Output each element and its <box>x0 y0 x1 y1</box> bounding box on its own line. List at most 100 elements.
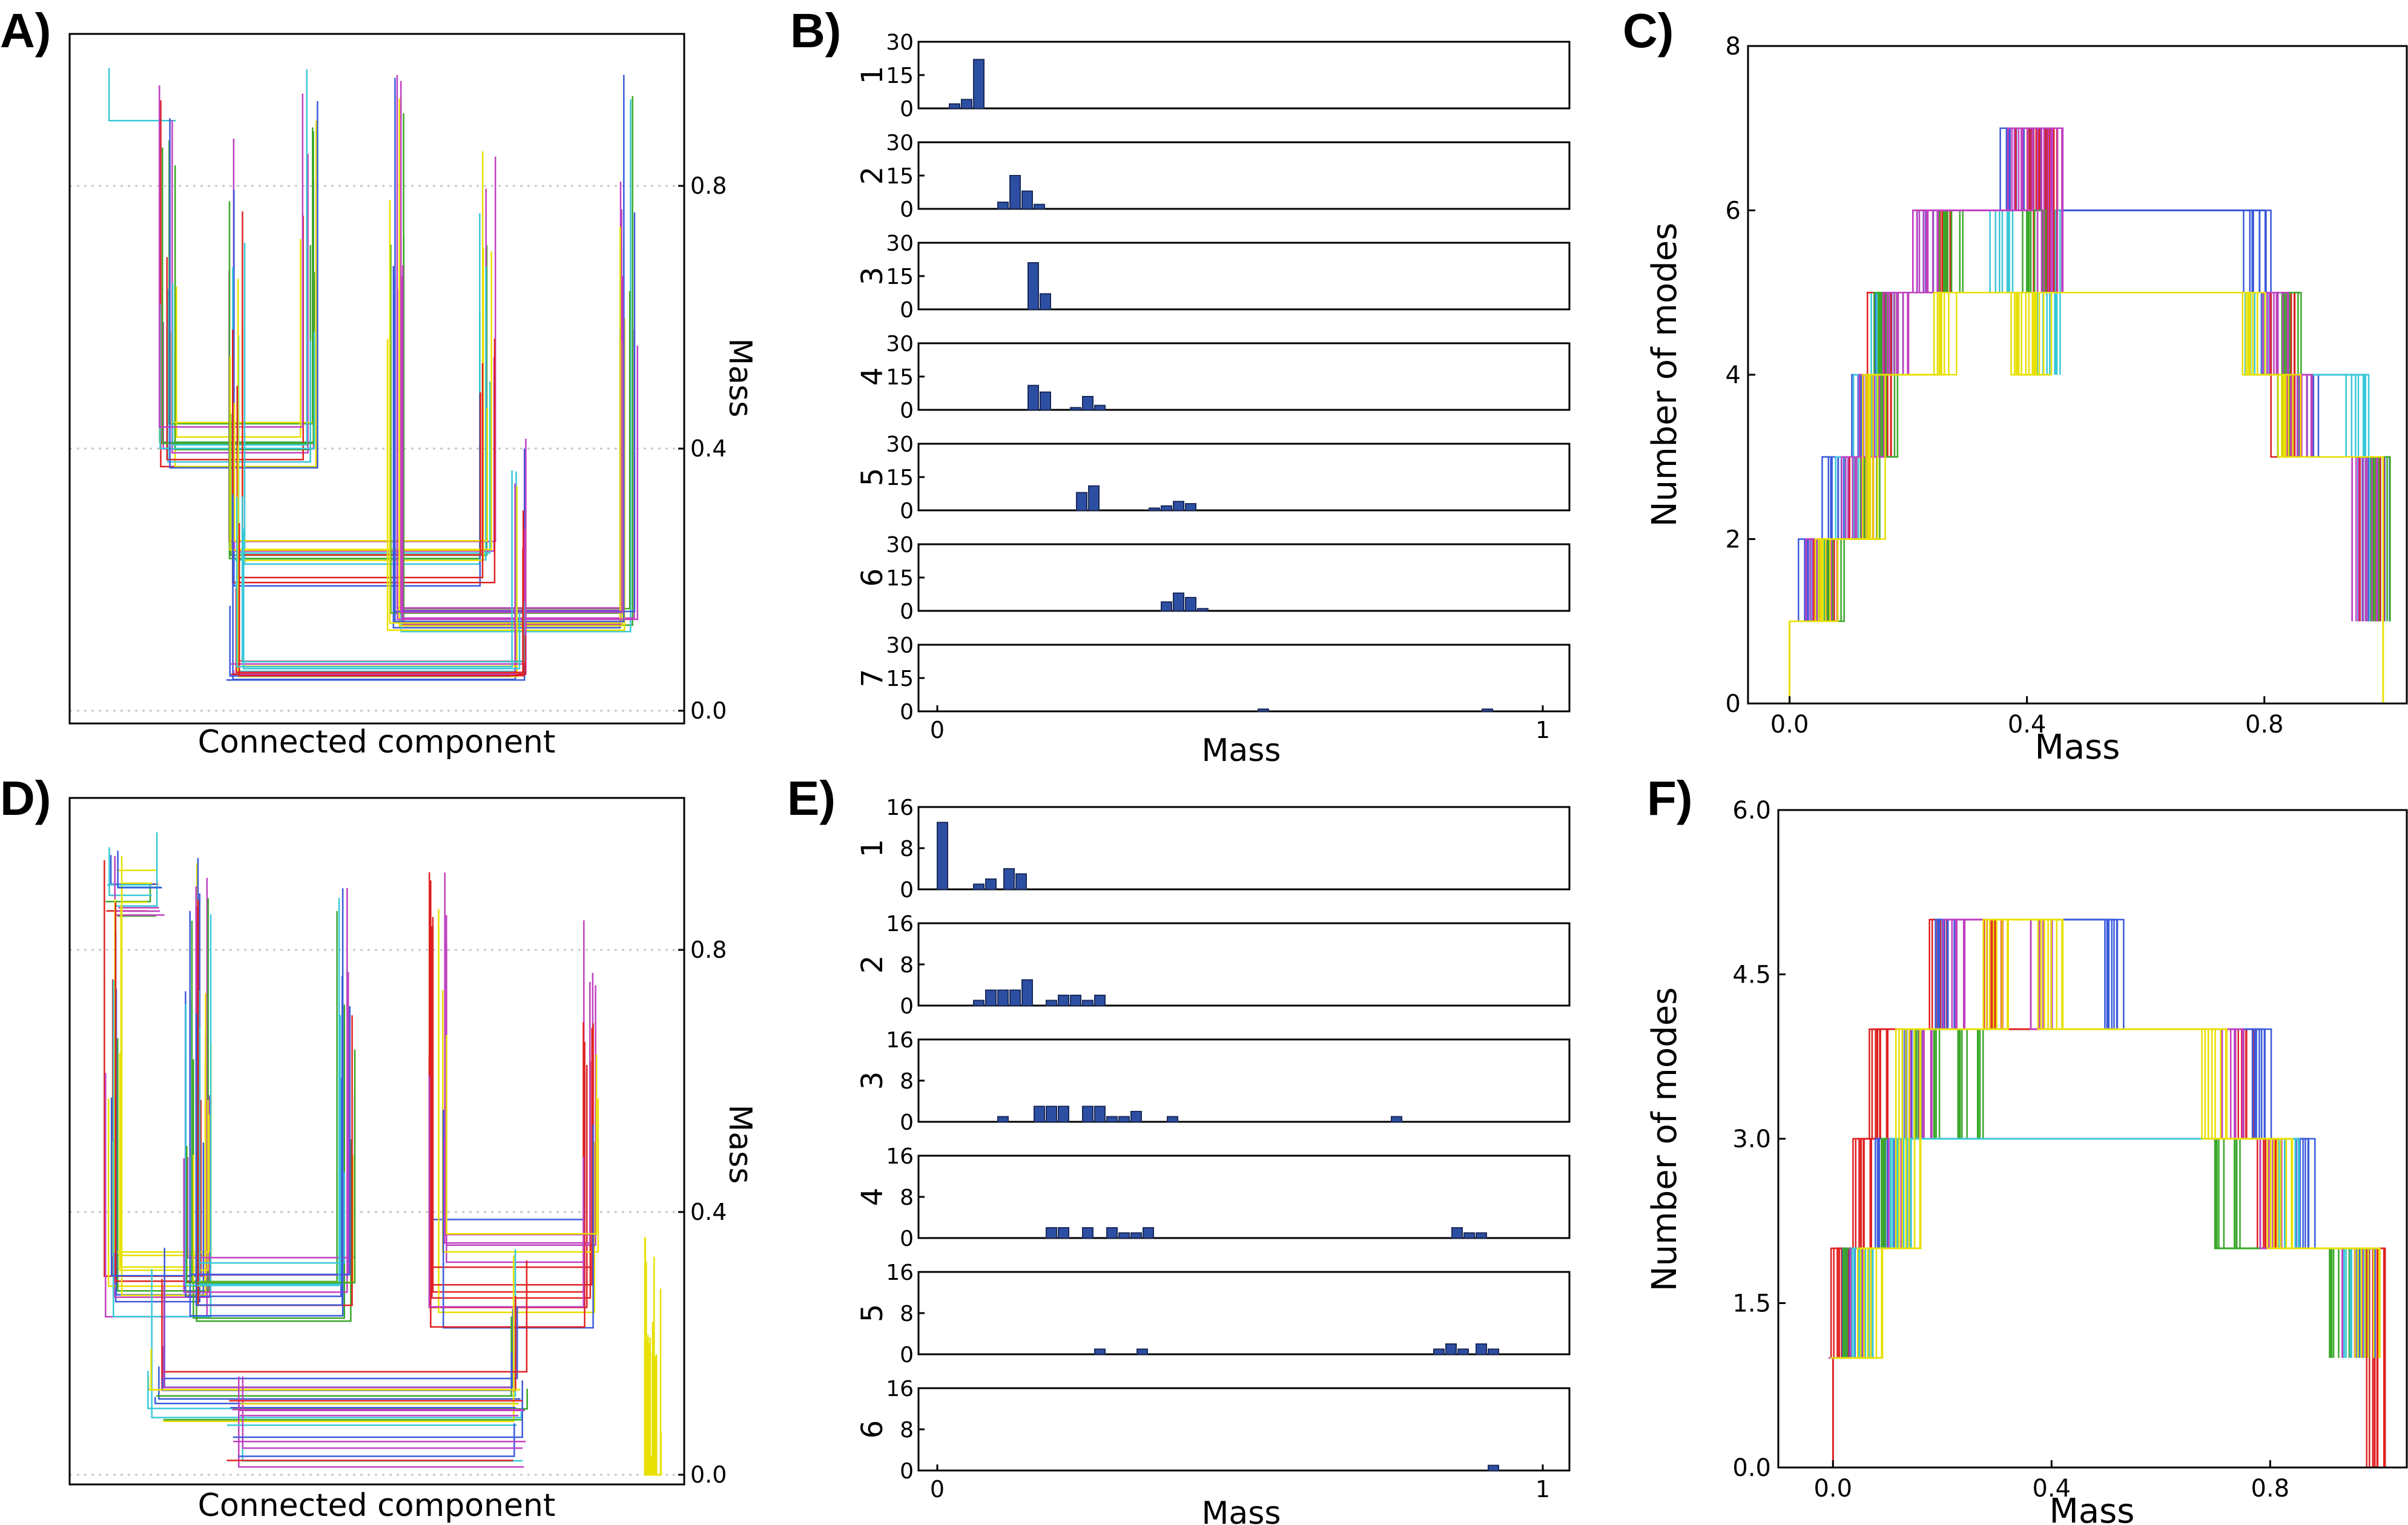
x-axis-label-e: Mass <box>1202 1495 1281 1525</box>
ytick-label-E-5-8: 8 <box>900 1302 914 1326</box>
ytick-label-B-3-30: 30 <box>886 231 914 256</box>
row-label-E-3: 3 <box>856 1072 889 1090</box>
branch-A-2-3 <box>228 201 481 559</box>
y-axis-label-c: Number of modes <box>1645 223 1684 527</box>
ytick-label-E-3-16: 16 <box>886 1028 914 1053</box>
row-label-E-2: 2 <box>856 955 889 974</box>
ytick-label-E-2-0: 0 <box>900 994 914 1019</box>
branch-A-4-14 <box>243 529 521 670</box>
row-label-B-6: 6 <box>856 568 889 587</box>
bar-B-4-3 <box>1082 396 1093 410</box>
ytick-label-E-5-16: 16 <box>886 1260 914 1285</box>
bar-E-5-3 <box>1445 1343 1457 1355</box>
branch-D-2-4 <box>198 990 346 1264</box>
branch-D-3-1 <box>430 1073 586 1220</box>
mode-count-lines-c <box>1789 127 2391 703</box>
xtick-label-F-0.4: 0.4 <box>2032 1475 2071 1503</box>
branch-A-3-11 <box>389 200 621 624</box>
branch-D-5-11 <box>233 1380 523 1438</box>
bar-E-4-1 <box>1058 1227 1069 1239</box>
series-C-yellow-5 <box>1789 292 2384 703</box>
tick-label-d-0.4: 0.4 <box>690 1199 727 1225</box>
dendrogram-d <box>104 832 662 1476</box>
row-label-E-6: 6 <box>856 1420 889 1439</box>
branch-A-2-1 <box>233 139 487 552</box>
row-label-B-4: 4 <box>856 367 889 386</box>
bar-E-4-0 <box>1046 1227 1057 1239</box>
ytick-label-F-3: 3.0 <box>1732 1125 1771 1153</box>
branch-D-2-8 <box>183 888 348 1293</box>
branch-D-2-5 <box>186 1095 356 1259</box>
panel-a: A) 0.8 0.4 0.0 Connected component Mass <box>0 4 758 760</box>
ytick-label-E-6-8: 8 <box>900 1418 914 1443</box>
bar-B-1-1 <box>961 99 972 109</box>
bar-E-6-0 <box>1488 1464 1499 1471</box>
bar-E-1-1 <box>973 883 985 890</box>
branch-D-2-13 <box>185 898 340 1286</box>
ytick-label-B-5-15: 15 <box>886 466 914 490</box>
bar-B-4-1 <box>1040 391 1051 411</box>
ytick-label-B-4-0: 0 <box>900 398 914 423</box>
bar-E-4-3 <box>1106 1227 1118 1239</box>
series-C-yellow-8 <box>1789 292 2384 703</box>
branch-D-2-14 <box>186 1049 356 1283</box>
branch-A-4-2 <box>226 448 526 681</box>
branch-D-1-9 <box>114 899 210 1253</box>
tick-label-a-0.0: 0.0 <box>690 697 727 724</box>
branch-A-3-8 <box>401 276 635 619</box>
bar-B-6-1 <box>1173 592 1184 612</box>
ytick-label-E-1-16: 16 <box>886 795 914 820</box>
bar-B-5-1 <box>1088 485 1100 512</box>
bar-E-5-5 <box>1476 1343 1487 1355</box>
panel-c: C) 0.0 0.4 0.8 0 2 4 6 8 Mass Number of modes <box>1623 4 2408 767</box>
bar-E-3-0 <box>997 1116 1009 1122</box>
series-C-yellow-2 <box>1789 292 2384 703</box>
subplot-frame-B-6 <box>917 543 1571 612</box>
bar-B-3-1 <box>1040 293 1051 311</box>
branch-A-2-12 <box>237 251 492 550</box>
bar-E-3-7 <box>1118 1116 1130 1122</box>
x-axis-label-d: Connected component <box>198 1487 556 1524</box>
branch-A-4-15 <box>236 470 513 668</box>
branch-D-4-4 <box>162 1306 518 1380</box>
y-ticks-a: 0.8 0.4 0.0 <box>678 173 727 724</box>
series-C-yellow-9 <box>1789 292 2384 703</box>
bar-B-5-5 <box>1185 503 1196 511</box>
subplot-frame-E-3 <box>917 1038 1571 1123</box>
bar-E-2-4 <box>1021 979 1033 1006</box>
bar-E-1-0 <box>937 822 948 890</box>
branch-A-3-1 <box>403 96 633 626</box>
branch-A-2-9 <box>233 403 489 542</box>
bar-E-5-4 <box>1457 1348 1469 1355</box>
ytick-label-B-2-15: 15 <box>886 164 914 189</box>
panel-d: D) 0.8 0.4 0.0 Connected component Mass <box>0 771 758 1524</box>
row-label-B-3: 3 <box>856 267 889 286</box>
bar-B-2-0 <box>997 202 1009 209</box>
ytick-label-F-6: 6.0 <box>1732 797 1771 825</box>
bar-E-3-2 <box>1046 1105 1057 1122</box>
branch-A-2-7 <box>232 266 487 561</box>
branch-D-3-7 <box>444 872 594 1236</box>
x-axis-label-c: Mass <box>2035 728 2120 767</box>
bar-B-2-2 <box>1021 190 1033 209</box>
branch-A-3-10 <box>386 318 625 631</box>
branch-D-0-11 <box>115 832 158 907</box>
bar-E-4-4 <box>1118 1232 1130 1239</box>
tick-label-d-0.0: 0.0 <box>690 1461 727 1488</box>
x-axis-label-a: Connected component <box>198 724 556 760</box>
subplot-frame-E-6 <box>917 1387 1571 1472</box>
branch-A-2-4 <box>243 213 481 565</box>
bar-B-4-4 <box>1094 404 1106 411</box>
ytick-label-E-3-8: 8 <box>900 1069 914 1094</box>
xtick-label-F-0: 0.0 <box>1813 1475 1852 1503</box>
panel-b: B) 0153010153020153030153040153050153060… <box>790 4 1571 769</box>
ytick-label-B-5-0: 0 <box>900 499 914 524</box>
bar-E-1-4 <box>1015 873 1027 890</box>
subplot-frame-E-4 <box>917 1154 1571 1239</box>
bar-E-1-3 <box>1003 868 1015 890</box>
panel-d-grid <box>70 949 684 1476</box>
series-F-yellow-9 <box>1855 918 2381 1359</box>
branch-D-4-13 <box>163 1284 510 1389</box>
branch-D-5-7 <box>238 1423 515 1457</box>
